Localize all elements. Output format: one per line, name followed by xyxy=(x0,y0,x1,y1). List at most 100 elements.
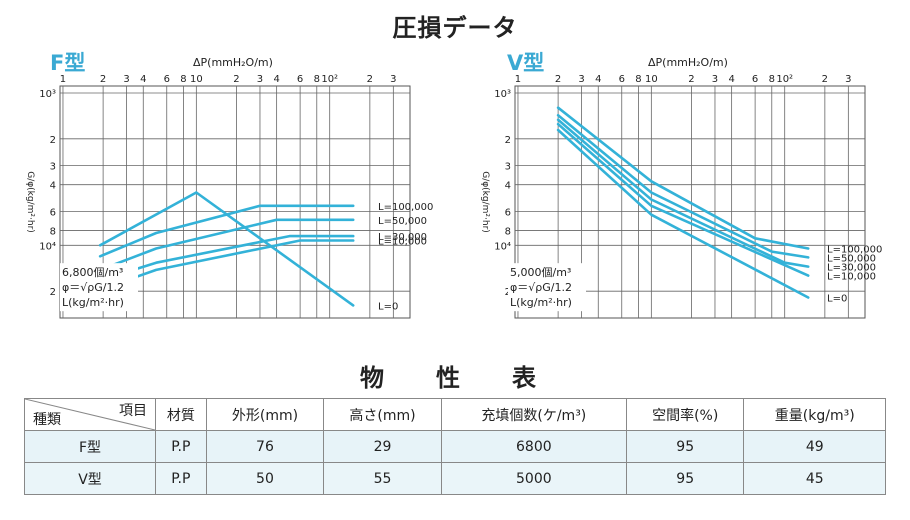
corner-diagonal xyxy=(25,399,155,430)
table-cell: 95 xyxy=(625,462,745,495)
x-tick-label: 4 xyxy=(595,74,601,85)
note-line: 6,800個/m³ xyxy=(62,266,123,279)
chart-f: 1 2 3 4 6 8 10 2 3 4 6 8 10² 2 310³2346810⁴2G/φ(kg/m²·… xyxy=(25,74,433,319)
x-tick-label: 2 xyxy=(822,74,828,85)
table-cell: 45 xyxy=(743,462,886,495)
table-cell: 50 xyxy=(205,462,325,495)
table-corner-cell: 項目 種類 xyxy=(24,398,156,431)
table-header-row: 項目 種類 材質 外形(mm) 高さ(mm) 充填個数(ケ/m³) 空間率(%)… xyxy=(24,398,886,431)
x-tick-label: 4 xyxy=(728,74,734,85)
table-row: V型 P.P 50 55 5000 95 45 xyxy=(24,462,886,495)
x-tick-label: 10 xyxy=(190,74,203,85)
x-tick-label: 2 xyxy=(555,74,561,85)
table-cell: P.P xyxy=(155,462,207,495)
y-tick-label: 8 xyxy=(50,227,56,238)
x-tick-label: 3 xyxy=(390,74,396,85)
x-tick-label: 3 xyxy=(712,74,718,85)
x-tick-label: 2 xyxy=(688,74,694,85)
table-cell: 5000 xyxy=(440,462,627,495)
table-header: 材質 xyxy=(155,398,207,431)
series-label: L=10,000 xyxy=(827,272,876,283)
x-axis-title-v: ΔP(mmH₂O/m) xyxy=(648,56,728,69)
page-title: 圧損データ xyxy=(392,14,518,42)
table-header: 重量(kg/m³) xyxy=(743,398,886,431)
table-cell: 76 xyxy=(205,430,325,463)
series-line xyxy=(556,122,810,277)
y-axis-title: G/φ(kg/m²·hr) xyxy=(25,171,35,233)
table-cell: 6800 xyxy=(440,430,627,463)
x-tick-label: 2 xyxy=(367,74,373,85)
x-tick-label: 8 xyxy=(314,74,320,85)
y-tick-label: 3 xyxy=(50,162,56,173)
y-tick-label: 10⁴ xyxy=(39,241,56,252)
series-line xyxy=(98,234,355,282)
series-line xyxy=(98,218,355,272)
x-tick-label: 3 xyxy=(845,74,851,85)
table-cell: 29 xyxy=(323,430,442,463)
table-cell-type: F型 xyxy=(24,430,156,463)
series-label: L=30,000 xyxy=(827,263,876,274)
x-tick-label: 6 xyxy=(619,74,625,85)
table-cell: 49 xyxy=(743,430,886,463)
y-tick-label: 8 xyxy=(505,227,511,238)
x-tick-label: 6 xyxy=(297,74,303,85)
table-cell-type: V型 xyxy=(24,462,156,495)
series-line xyxy=(98,204,355,258)
properties-title: 物 性 表 xyxy=(360,364,550,392)
x-tick-label: 6 xyxy=(164,74,170,85)
series-line xyxy=(556,113,810,259)
note-line: 5,000個/m³ xyxy=(510,266,571,279)
series-label: L=0 xyxy=(378,301,398,312)
series-line xyxy=(556,106,810,250)
table-cell: P.P xyxy=(155,430,207,463)
table-cell: 55 xyxy=(323,462,442,495)
x-tick-label: 10 xyxy=(645,74,658,85)
x-tick-label: 8 xyxy=(769,74,775,85)
y-tick-label: 2 xyxy=(50,135,56,146)
x-tick-label: 4 xyxy=(273,74,279,85)
y-tick-label: 2 xyxy=(505,135,511,146)
x-tick-label: 10² xyxy=(776,74,793,85)
note-line: φ＝√ρG/1.2 xyxy=(62,281,124,294)
x-tick-label: 10² xyxy=(321,74,338,85)
x-axis-title-f: ΔP(mmH₂O/m) xyxy=(193,56,273,69)
table-header: 外形(mm) xyxy=(205,398,325,431)
note-box xyxy=(508,263,586,312)
table-header: 空間率(%) xyxy=(625,398,745,431)
y-tick-label: 4 xyxy=(505,181,511,192)
y-tick-label: 10³ xyxy=(494,89,511,100)
y-tick-label: 3 xyxy=(505,162,511,173)
series-line xyxy=(98,191,355,307)
properties-table: 項目 種類 材質 外形(mm) 高さ(mm) 充填個数(ケ/m³) 空間率(%)… xyxy=(24,398,886,495)
table-header: 充填個数(ケ/m³) xyxy=(440,398,627,431)
series-label: L=100,000 xyxy=(378,202,433,213)
y-tick-label: 10³ xyxy=(39,89,56,100)
x-tick-label: 2 xyxy=(100,74,106,85)
series-label: L=10,000 xyxy=(378,237,427,248)
plot-frame xyxy=(59,85,411,319)
note-line: L(kg/m²·hr) xyxy=(510,296,572,309)
y-tick-label: 10⁴ xyxy=(494,241,511,252)
x-tick-label: 3 xyxy=(257,74,263,85)
y-tick-label: 6 xyxy=(505,208,511,219)
x-tick-label: 3 xyxy=(578,74,584,85)
note-line: L(kg/m²·hr) xyxy=(62,296,124,309)
x-tick-label: 6 xyxy=(752,74,758,85)
y-tick-label: 6 xyxy=(50,208,56,219)
series-line xyxy=(556,118,810,268)
x-tick-label: 1 xyxy=(60,74,66,85)
y-tick-label: 2 xyxy=(505,287,511,298)
series-line xyxy=(556,128,810,299)
y-axis-title: G/φ(kg/m²·hr) xyxy=(480,171,490,233)
x-tick-label: 8 xyxy=(635,74,641,85)
y-tick-label: 4 xyxy=(50,181,56,192)
x-tick-label: 8 xyxy=(180,74,186,85)
note-box xyxy=(60,263,138,312)
corner-header-type: 種類 xyxy=(33,412,61,428)
note-line: φ＝√ρG/1.2 xyxy=(510,281,572,294)
corner-header-item: 項目 xyxy=(119,403,147,419)
x-tick-label: 4 xyxy=(140,74,146,85)
table-row: F型 P.P 76 29 6800 95 49 xyxy=(24,430,886,463)
series-label: L=0 xyxy=(827,293,847,304)
plot-frame xyxy=(514,85,866,319)
